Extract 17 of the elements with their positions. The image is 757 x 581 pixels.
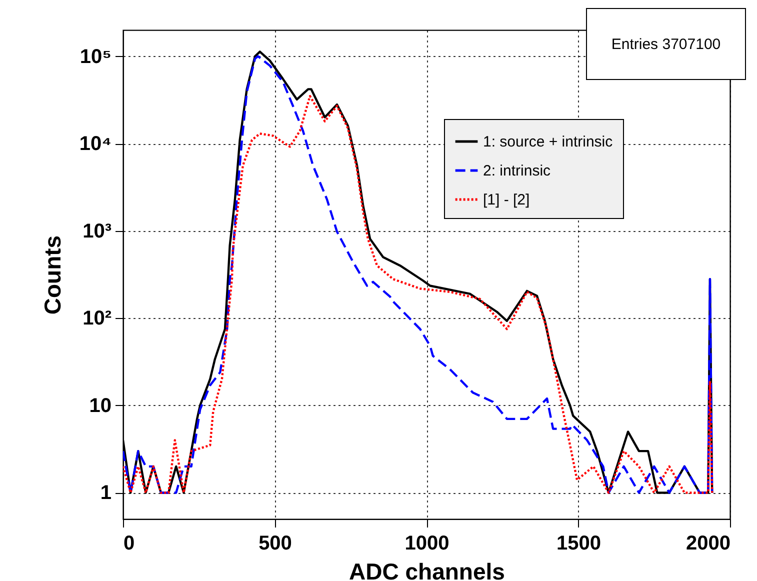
y-tick-label: 10² <box>82 308 112 330</box>
x-tick-label: 1000 <box>404 532 450 554</box>
y-tick-label: 10⁵ <box>80 46 112 68</box>
x-tick-label: 1500 <box>556 532 601 554</box>
legend-label: 1: source + intrinsic <box>483 134 614 150</box>
legend-label: [1] - [2] <box>483 192 530 208</box>
y-tick-label: 1 <box>100 482 112 504</box>
stats-box: Entries 3707100 <box>586 8 746 80</box>
x-tick-label: 0 <box>124 532 135 554</box>
x-tick-label: 500 <box>258 532 292 554</box>
y-tick-label: 10 <box>89 394 112 417</box>
y-axis-title: Counts <box>39 235 66 315</box>
y-tick-label: 10³ <box>82 220 112 242</box>
y-tick-label: 10⁴ <box>79 133 112 156</box>
x-axis-title: ADC channels <box>349 558 505 581</box>
legend-label: 2: intrinsic <box>483 162 552 180</box>
x-tick-label: 2000 <box>686 532 730 554</box>
